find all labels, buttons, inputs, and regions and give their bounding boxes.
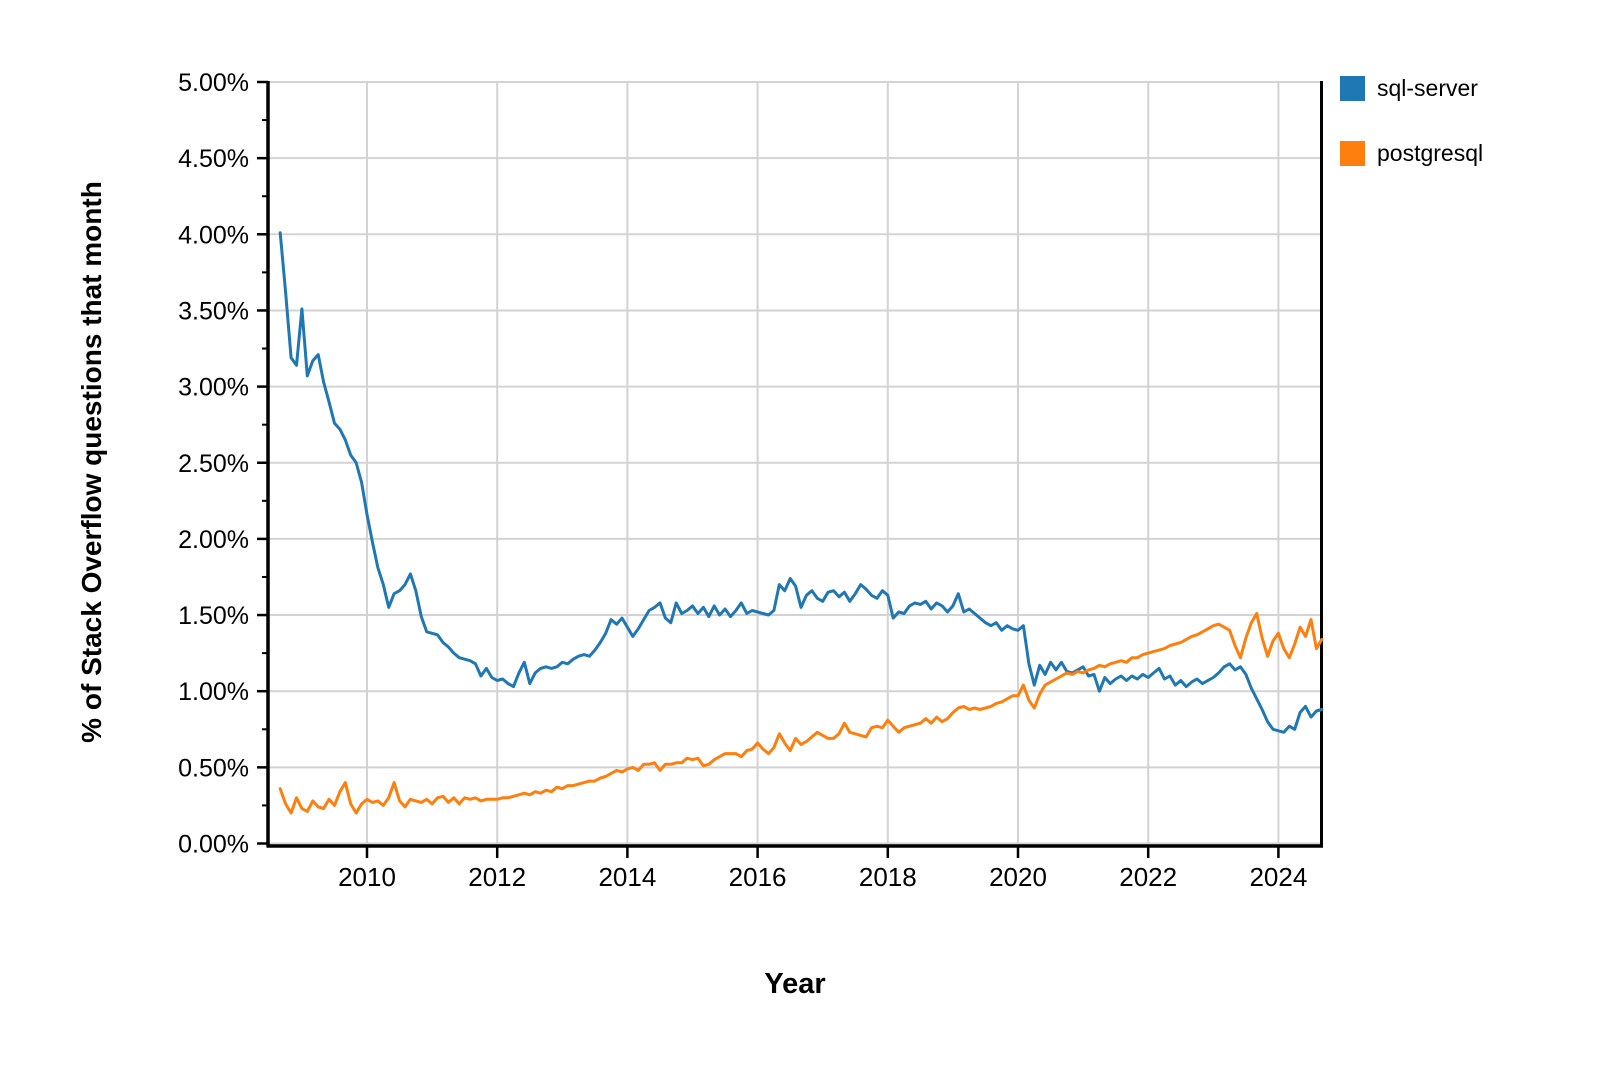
svg-text:1.50%: 1.50% [178,602,249,630]
legend: sql-server postgresql [1340,76,1483,206]
svg-text:2012: 2012 [468,862,526,892]
svg-text:0.50%: 0.50% [178,754,249,782]
svg-text:2024: 2024 [1249,862,1307,892]
legend-item-sql-server: sql-server [1340,76,1483,101]
legend-swatch-postgresql [1340,141,1365,166]
svg-text:2014: 2014 [598,862,656,892]
svg-text:2010: 2010 [338,862,396,892]
svg-text:4.50%: 4.50% [178,145,249,173]
svg-text:2022: 2022 [1119,862,1177,892]
x-axis-title: Year [764,968,826,1000]
legend-label-sql-server: sql-server [1377,75,1478,101]
svg-text:2.50%: 2.50% [178,450,249,478]
legend-item-postgresql: postgresql [1340,141,1483,166]
legend-swatch-sql-server [1340,76,1365,101]
svg-text:0.00%: 0.00% [178,831,249,859]
svg-text:2.00%: 2.00% [178,526,249,554]
svg-text:3.50%: 3.50% [178,297,249,325]
svg-text:3.00%: 3.00% [178,374,249,402]
svg-text:2016: 2016 [729,862,787,892]
svg-text:5.00%: 5.00% [178,69,249,97]
y-axis-title: % of Stack Overflow questions that month [76,181,107,743]
legend-label-postgresql: postgresql [1377,140,1484,166]
svg-text:4.00%: 4.00% [178,221,249,249]
svg-text:1.00%: 1.00% [178,678,249,706]
svg-text:2018: 2018 [859,862,917,892]
svg-text:2020: 2020 [989,862,1047,892]
